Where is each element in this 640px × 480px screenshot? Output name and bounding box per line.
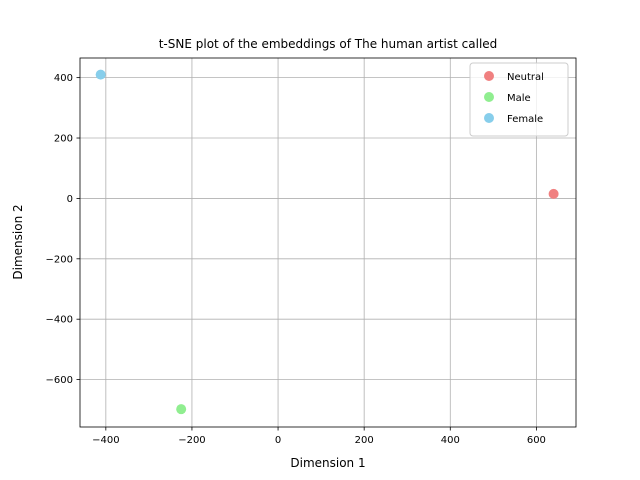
y-axis-label: Dimension 2: [11, 204, 25, 279]
legend-marker-male: [484, 92, 494, 102]
y-tick-label: 400: [54, 73, 73, 84]
legend-box: [469, 62, 569, 137]
x-tick-label: −200: [178, 435, 205, 446]
x-tick-label: 600: [527, 435, 546, 446]
data-points: [95, 69, 559, 415]
legend: Neutral Male Female: [469, 62, 569, 137]
legend-label-male: Male: [507, 93, 531, 104]
data-point-female: [95, 69, 106, 80]
y-tick-label: −600: [46, 375, 73, 386]
legend-label-neutral: Neutral: [507, 72, 544, 83]
x-tick-label: 200: [355, 435, 374, 446]
plot-area-frame: [79, 57, 577, 428]
x-axis-ticks: −400 −200 0 200 400 600: [92, 427, 546, 446]
x-axis-label: Dimension 1: [290, 456, 365, 470]
chart-title: t-SNE plot of the embeddings of The huma…: [159, 37, 498, 51]
x-tick-label: −400: [92, 435, 119, 446]
x-tick-label: 400: [441, 435, 460, 446]
y-tick-label: −400: [46, 315, 73, 326]
legend-marker-neutral: [484, 71, 494, 81]
grid: [80, 58, 576, 427]
data-point-male: [176, 404, 187, 415]
x-tick-label: 0: [275, 435, 281, 446]
legend-label-female: Female: [507, 114, 543, 125]
y-tick-label: −200: [46, 254, 73, 265]
y-tick-label: 200: [54, 134, 73, 145]
y-axis-ticks: 400 200 0 −200 −400 −600: [46, 73, 80, 386]
data-point-neutral: [548, 188, 559, 199]
legend-marker-female: [484, 113, 494, 123]
y-tick-label: 0: [67, 194, 73, 205]
